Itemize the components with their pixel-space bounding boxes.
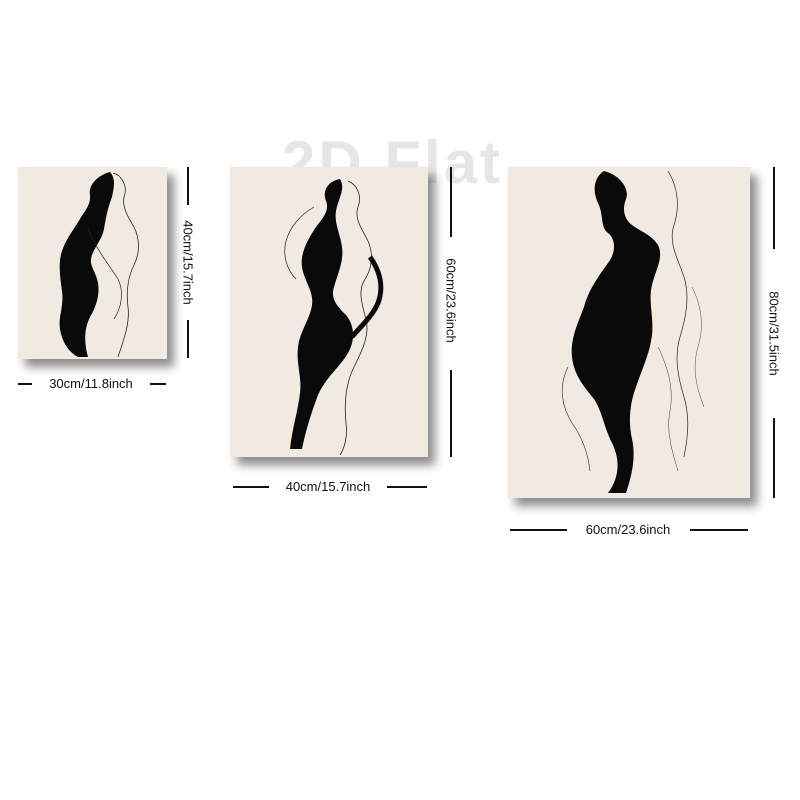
height-label-large: 80cm/31.5inch (766, 291, 782, 376)
height-line-large-top (773, 167, 775, 249)
width-label-large: 60cm/23.6inch (585, 522, 671, 537)
figure-artwork-small (59, 172, 139, 358)
height-line-small-bottom (187, 320, 189, 358)
width-line-large-right (690, 529, 748, 531)
width-label-medium: 40cm/15.7inch (285, 479, 371, 494)
width-line-small-right (150, 383, 166, 385)
height-line-medium-top (450, 167, 452, 237)
canvas-panel-medium (230, 167, 428, 457)
width-line-medium-right (387, 486, 427, 488)
height-line-medium-bottom (450, 370, 452, 457)
canvas-panel-small (18, 167, 167, 359)
canvas-panel-large (508, 167, 750, 498)
height-line-small-top (187, 167, 189, 205)
figure-artwork-large (561, 170, 705, 493)
width-line-large-left (510, 529, 567, 531)
height-line-large-bottom (773, 418, 775, 498)
width-label-small: 30cm/11.8inch (49, 376, 133, 391)
width-line-medium-left (233, 486, 269, 488)
height-label-medium: 60cm/23.6inch (443, 258, 459, 343)
height-label-small: 40cm/15.7inch (180, 220, 196, 305)
width-line-small-left (18, 383, 32, 385)
figure-artwork-medium (284, 179, 384, 456)
